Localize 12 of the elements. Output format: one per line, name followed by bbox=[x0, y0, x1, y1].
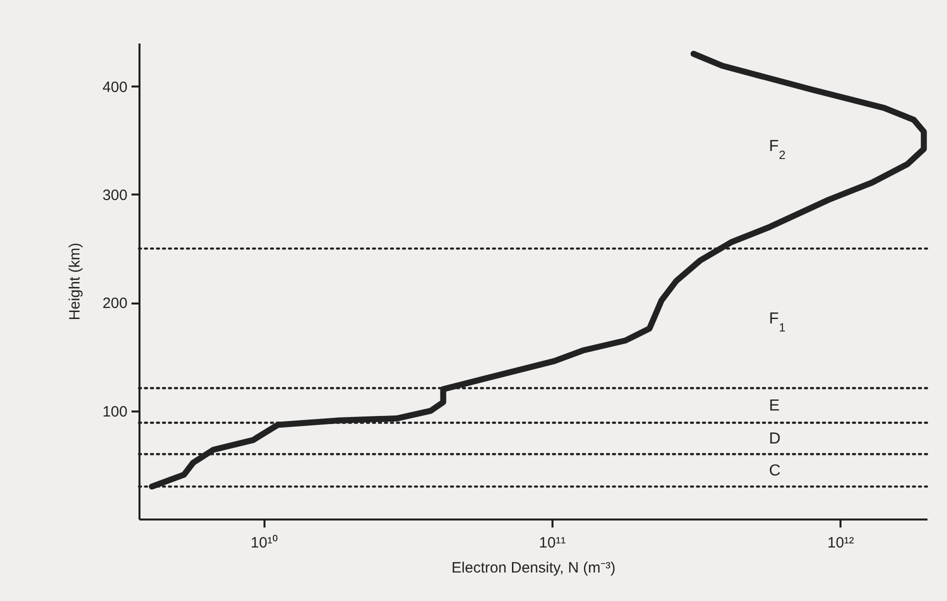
x-tick-label: 10¹⁰ bbox=[250, 534, 278, 552]
y-tick-label: 300 bbox=[102, 186, 128, 204]
y-tick-label: 200 bbox=[102, 295, 128, 312]
annotation: D bbox=[769, 430, 781, 448]
y-tick-label: 100 bbox=[102, 403, 128, 420]
x-tick-label: 10¹¹ bbox=[539, 534, 566, 552]
x-axis-title: Electron Density, N (m⁻³) bbox=[452, 560, 616, 576]
y-axis-title: Height (km) bbox=[66, 242, 84, 320]
annotation: E bbox=[769, 397, 780, 414]
y-tick-label: 400 bbox=[102, 78, 128, 96]
annotation: C bbox=[769, 462, 781, 480]
x-tick-label: 10¹² bbox=[827, 534, 854, 552]
